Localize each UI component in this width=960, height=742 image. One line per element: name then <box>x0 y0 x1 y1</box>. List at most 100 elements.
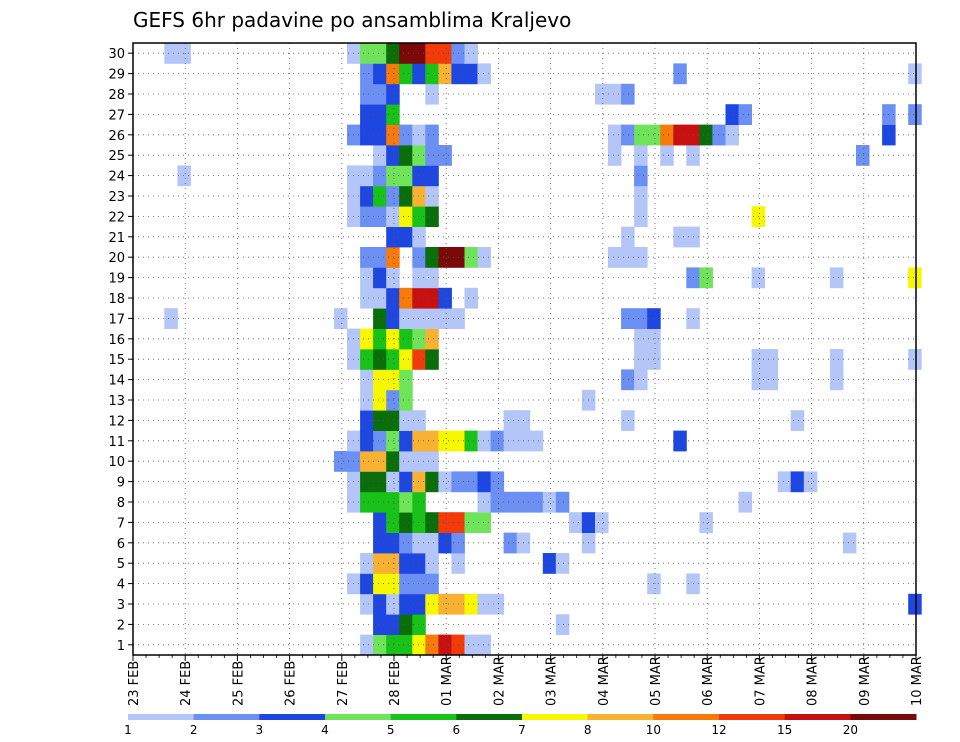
cell-m29 <box>464 63 478 85</box>
cell-m15 <box>373 349 387 370</box>
cell-m27 <box>386 104 400 125</box>
cell-m2 <box>399 614 413 635</box>
cell-m18 <box>464 287 478 309</box>
legend-swatch <box>784 714 851 720</box>
y-tick-label: 27 <box>108 108 125 123</box>
cell-m6 <box>842 532 857 554</box>
cell-m22 <box>360 206 374 227</box>
cell-m9 <box>425 471 439 493</box>
cell-m16 <box>386 328 400 350</box>
cell-m20 <box>621 247 635 268</box>
cell-m12 <box>399 410 413 431</box>
cell-m30 <box>425 43 439 64</box>
legend-label: 7 <box>518 723 526 737</box>
cell-m5 <box>555 553 570 574</box>
cell-m20 <box>412 247 426 268</box>
cell-m3 <box>438 593 452 615</box>
legend-swatch <box>522 714 589 720</box>
cell-m23 <box>412 185 426 207</box>
cell-m10 <box>412 451 426 472</box>
cell-m10 <box>334 451 348 472</box>
cell-m11 <box>386 430 400 452</box>
x-tick-label: 10 MAR <box>910 656 925 706</box>
cell-m19 <box>829 267 844 289</box>
cell-m28 <box>608 83 622 105</box>
cell-m30 <box>164 43 178 64</box>
cell-m28 <box>425 83 439 105</box>
cell-m21 <box>673 226 687 248</box>
cell-m5 <box>399 553 413 574</box>
legend: 1 2 3 4 5 6 7 8 10 12 15 20 <box>124 714 917 737</box>
cell-m12 <box>373 410 387 431</box>
cell-m10 <box>360 451 374 472</box>
cell-m5 <box>425 553 439 574</box>
cell-m21 <box>412 226 426 248</box>
cell-m26 <box>608 124 622 146</box>
cell-m1 <box>399 634 413 656</box>
cell-m29 <box>399 63 413 85</box>
cell-m12 <box>360 410 374 431</box>
cell-m25 <box>425 145 439 166</box>
cell-m14 <box>621 369 635 391</box>
cell-m25 <box>412 145 426 166</box>
cell-m2 <box>412 614 426 635</box>
cell-m15 <box>634 349 648 370</box>
legend-label: 5 <box>387 723 395 737</box>
cell-m17 <box>425 308 439 329</box>
cell-m14 <box>634 369 648 391</box>
legend-label: 3 <box>256 723 264 737</box>
cell-m29 <box>438 63 452 85</box>
cell-m10 <box>386 451 400 472</box>
cell-m18 <box>360 287 374 309</box>
cell-m30 <box>464 43 478 64</box>
cell-m7 <box>373 512 387 533</box>
cell-m16 <box>412 328 426 350</box>
cell-m15 <box>412 349 426 370</box>
cell-m20 <box>360 247 374 268</box>
cell-m5 <box>542 553 557 574</box>
y-tick-label: 30 <box>108 47 125 62</box>
cell-m3 <box>412 593 426 615</box>
y-tick-label: 28 <box>108 88 125 103</box>
cell-m12 <box>412 410 426 431</box>
cell-m10 <box>373 451 387 472</box>
cell-m14 <box>373 369 387 391</box>
cell-m18 <box>412 287 426 309</box>
legend-label: 10 <box>646 723 661 737</box>
cell-m9 <box>790 471 805 493</box>
cell-m13 <box>399 389 413 411</box>
cell-m20 <box>608 247 622 268</box>
cell-m16 <box>399 328 413 350</box>
cell-m9 <box>399 471 413 493</box>
y-tick-label: 19 <box>108 272 125 287</box>
cell-m18 <box>438 287 452 309</box>
cell-m4 <box>425 573 439 595</box>
cell-m7 <box>412 512 426 533</box>
cell-m29 <box>908 63 922 85</box>
cell-m24 <box>634 165 648 187</box>
cell-m19 <box>373 267 387 289</box>
cell-m11 <box>438 430 452 452</box>
y-tick-label: 14 <box>108 374 125 389</box>
cell-m14 <box>764 369 779 391</box>
x-axis: 23 FEB 24 FEB 25 FEB 26 FEB 27 FEB 28 FEB 01 M… <box>127 655 925 706</box>
cell-m26 <box>699 124 713 146</box>
cell-m19 <box>425 267 439 289</box>
cell-m5 <box>360 553 374 574</box>
cell-m23 <box>373 185 387 207</box>
cell-m23 <box>425 185 439 207</box>
cell-m3 <box>464 593 478 615</box>
cell-m3 <box>386 593 400 615</box>
cell-m3 <box>908 593 922 615</box>
cell-m19 <box>360 267 374 289</box>
cell-m16 <box>634 328 648 350</box>
cell-m11 <box>425 430 439 452</box>
x-tick-label: 06 MAR <box>701 656 716 706</box>
grid-layer <box>132 43 917 655</box>
cell-m22 <box>412 206 426 227</box>
cell-m3 <box>490 593 505 615</box>
cell-m18 <box>399 287 413 309</box>
cell-m17 <box>373 308 387 329</box>
cell-m3 <box>477 593 491 615</box>
y-tick-label: 10 <box>108 455 125 470</box>
